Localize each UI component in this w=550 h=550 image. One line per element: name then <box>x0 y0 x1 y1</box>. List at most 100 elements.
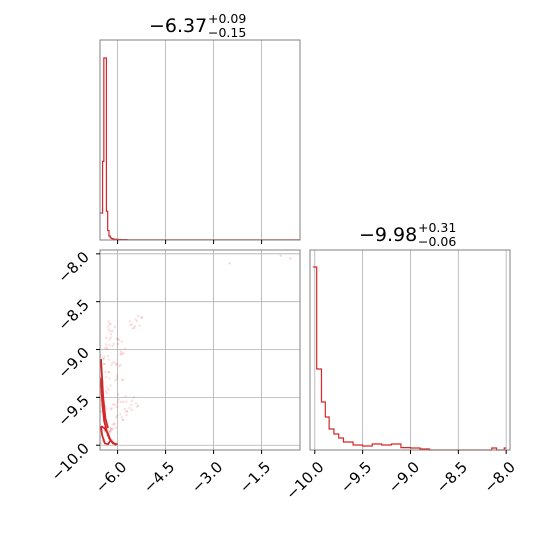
scatter-point <box>119 363 122 367</box>
scatter-point <box>133 324 137 328</box>
scatter-point <box>107 358 110 361</box>
x-tick-label: −9.5 <box>337 458 375 496</box>
scatter-point <box>136 405 139 408</box>
scatter-point <box>105 408 108 411</box>
scatter-point <box>109 333 113 336</box>
scatter-point <box>122 378 125 381</box>
scatter-point <box>125 400 128 403</box>
scatter-point <box>125 409 128 413</box>
scatter-point <box>102 358 106 361</box>
scatter-point <box>123 407 127 411</box>
grid-lines <box>117 40 263 240</box>
scatter-point <box>113 423 117 426</box>
scatter-point <box>108 322 111 325</box>
scatter-point <box>130 323 134 326</box>
scatter-point <box>111 403 115 406</box>
scatter-point <box>117 398 120 401</box>
scatter-point <box>103 362 106 366</box>
scatter-point <box>120 400 123 403</box>
y-tick-label: −9.5 <box>54 391 92 429</box>
title-upper: +0.09 <box>208 11 246 26</box>
x-tick-label: −9.0 <box>385 458 423 496</box>
scatter-point <box>109 429 112 432</box>
marginal-x-panel <box>99 39 301 244</box>
scatter-point <box>106 392 109 395</box>
scatter-point <box>108 343 111 347</box>
scatter-point <box>128 406 131 410</box>
joint-panel: −6.0 −4.5 −3.0 −1.5 −10.0 −9.5 −9.0 −8.5 −8.0 <box>48 248 301 497</box>
scatter-point <box>120 353 123 356</box>
scatter-point <box>105 346 109 349</box>
scatter-point <box>113 361 116 364</box>
scatter-point <box>132 396 136 399</box>
scatter-point <box>108 430 111 433</box>
scatter-point <box>106 325 110 328</box>
scatter-point <box>109 408 112 411</box>
scatter-point <box>107 320 110 323</box>
scatter-point <box>114 426 118 429</box>
scatter-point <box>115 375 119 378</box>
y-tick-labels: −10.0 −9.5 −9.0 −8.5 −8.0 <box>48 248 93 485</box>
scatter-point <box>113 403 117 406</box>
scatter-point <box>107 328 110 331</box>
scatter-point <box>108 338 111 341</box>
scatter-point <box>119 353 122 356</box>
x-tick-label: −8.5 <box>433 458 471 496</box>
scatter-point <box>109 336 112 339</box>
histogram-step <box>100 57 300 241</box>
y-tick-label: −8.5 <box>54 296 92 334</box>
contour-line <box>100 359 109 429</box>
scatter-point <box>104 370 107 374</box>
x-tick-label: −6.0 <box>92 458 130 496</box>
scatter-point <box>106 348 109 351</box>
scatter-point <box>116 373 119 376</box>
tick-marks <box>117 240 263 244</box>
grid-lines <box>100 250 300 450</box>
scatter-point <box>103 355 106 358</box>
scatter-point <box>109 427 113 430</box>
y-tick-label: −10.0 <box>48 439 93 484</box>
scatter-point <box>110 428 114 432</box>
x-tick-labels: −10.0 −9.5 −9.0 −8.5 −8.0 <box>282 458 519 503</box>
scatter-point <box>111 427 115 430</box>
title-lower: −0.06 <box>418 234 456 249</box>
scatter-point <box>109 323 112 326</box>
scatter-point <box>116 342 120 346</box>
tick-marks <box>314 450 507 454</box>
title-upper: +0.31 <box>418 220 456 235</box>
scatter-point <box>105 336 108 339</box>
scatter-point <box>130 399 133 402</box>
scatter-point <box>114 379 117 382</box>
y-tick-label: −8.0 <box>54 248 92 286</box>
histogram-step <box>312 266 507 451</box>
scatter-point <box>109 427 112 430</box>
scatter-point <box>108 431 111 434</box>
x-tick-labels: −6.0 −4.5 −3.0 −1.5 <box>92 458 274 496</box>
scatter-point <box>279 254 282 257</box>
scatter-point <box>120 416 124 419</box>
scatter-point <box>140 316 143 319</box>
scatter-point <box>111 423 115 426</box>
scatter-point <box>124 395 127 398</box>
density-contours <box>100 359 118 446</box>
scatter-point <box>109 384 112 387</box>
scatter-point <box>129 323 132 327</box>
scatter-point <box>289 257 292 260</box>
scatter-point <box>104 346 107 350</box>
scatter-point <box>135 319 139 323</box>
scatter-point <box>133 326 136 329</box>
grid-lines <box>314 250 507 450</box>
title-main: −9.98 <box>359 224 417 246</box>
scatter-point <box>115 363 118 366</box>
scatter-point <box>111 361 114 364</box>
scatter-point <box>125 413 128 417</box>
scatter-point <box>102 362 106 366</box>
x-tick-label: −8.0 <box>480 458 518 496</box>
scatter-point <box>119 413 122 416</box>
marginal-y-title: −9.98 +0.31 −0.06 <box>359 220 456 249</box>
scatter-point <box>130 403 133 406</box>
scatter-point <box>115 416 118 419</box>
scatter-point <box>140 316 143 319</box>
scatter-point <box>112 342 116 346</box>
